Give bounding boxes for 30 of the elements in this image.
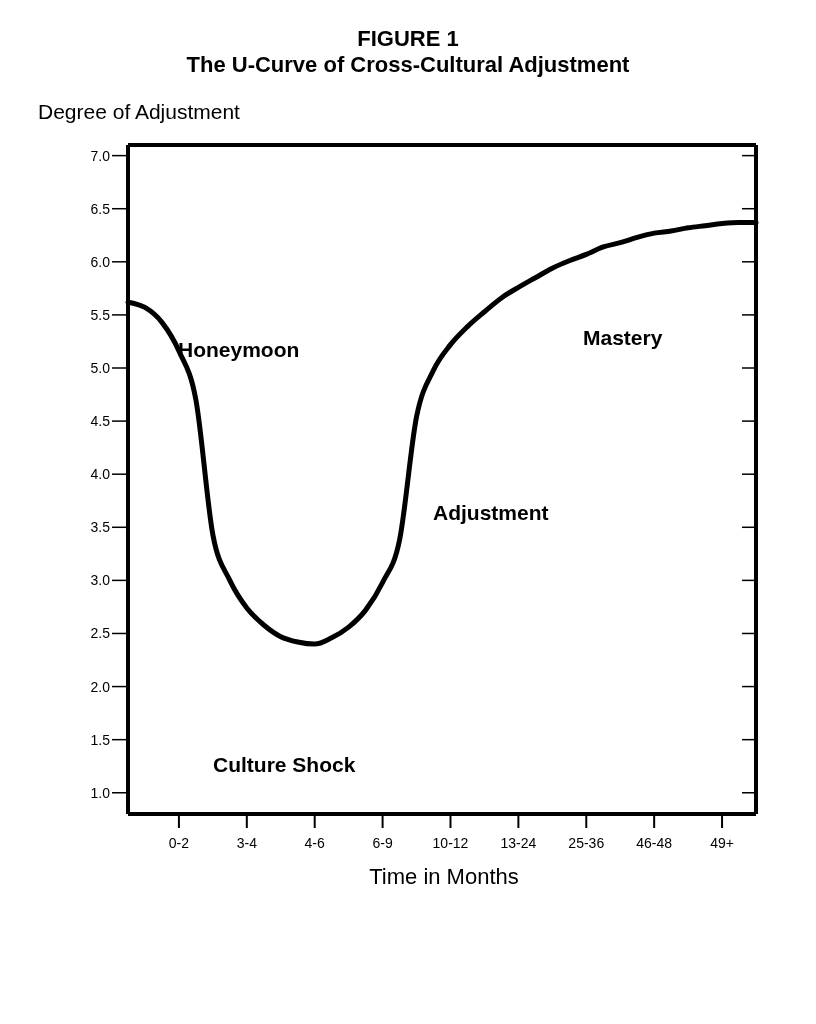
x-tick-label: 4-6 xyxy=(304,834,326,851)
y-tick-label: 3.0 xyxy=(90,572,111,589)
y-tick-label: 5.0 xyxy=(90,359,111,376)
y-tick-label: 1.0 xyxy=(90,784,111,801)
x-tick-label: 3-4 xyxy=(236,834,258,851)
chart-subtitle: The U-Curve of Cross-Cultural Adjustment xyxy=(185,52,631,78)
y-tick-label: 6.5 xyxy=(90,200,111,217)
x-tick-label: 6-9 xyxy=(372,834,393,851)
x-tick-label: 49+ xyxy=(710,834,734,851)
annotation: Adjustment xyxy=(433,501,549,525)
y-tick-label: 6.0 xyxy=(90,253,111,270)
x-tick-label: 13-24 xyxy=(500,834,537,851)
annotation: Mastery xyxy=(583,326,663,350)
x-tick-label: 25-36 xyxy=(568,834,605,851)
chart-title: FIGURE 1 xyxy=(356,25,460,52)
x-tick-label: 0-2 xyxy=(168,834,190,851)
y-tick-label: 7.0 xyxy=(90,147,111,164)
y-tick-label: 1.5 xyxy=(90,731,111,748)
x-axis-title: Time in Months xyxy=(368,864,520,891)
x-tick-label: 46-48 xyxy=(636,834,673,851)
annotation: Honeymoon xyxy=(178,338,300,362)
y-tick-label: 4.0 xyxy=(90,466,111,483)
y-tick-label: 2.0 xyxy=(90,678,111,695)
x-tick-label: 10-12 xyxy=(432,834,469,851)
annotation: Culture Shock xyxy=(213,753,356,777)
y-tick-label: 3.5 xyxy=(90,519,111,536)
y-axis-title: Degree of Adjustment xyxy=(38,100,241,124)
y-tick-label: 5.5 xyxy=(90,306,111,323)
y-tick-label: 2.5 xyxy=(90,625,111,642)
y-tick-label: 4.5 xyxy=(90,413,111,430)
